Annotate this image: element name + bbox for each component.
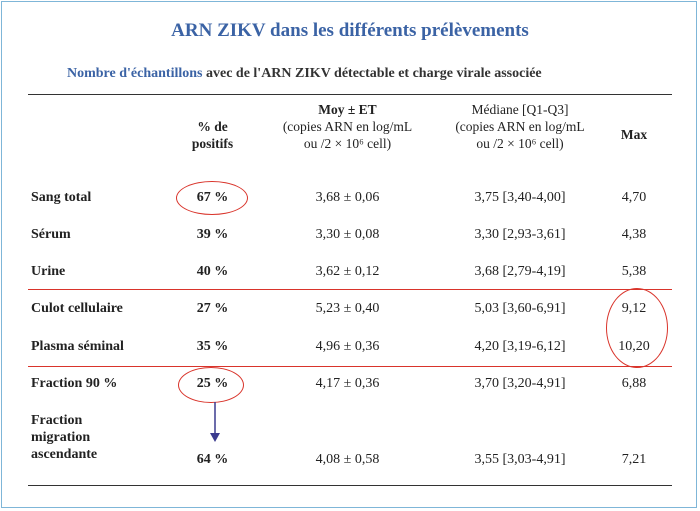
cell-positifs: 39 % <box>196 227 229 242</box>
highlight-ellipse-sang-total <box>176 181 248 215</box>
header-moy-title: Moy ± ET <box>318 102 377 117</box>
subtitle-rest: avec de l'ARN ZIKV détectable et charge … <box>202 66 542 81</box>
header-median-line2: (copies ARN en log/mL <box>455 119 585 134</box>
cell-positifs: 27 % <box>196 301 229 316</box>
cell-median: 5,03 [3,60-6,91] <box>474 301 566 316</box>
header-moy-line3: ou /2 × 10⁶ cell) <box>303 136 392 151</box>
cell-moy: 3,68 ± 0,06 <box>315 190 380 205</box>
header-positifs-line1: % de <box>197 119 228 134</box>
cell-max: 4,38 <box>621 227 647 242</box>
cell-moy: 4,08 ± 0,58 <box>315 452 380 467</box>
cell-positifs: 35 % <box>196 339 229 354</box>
cell-max: 4,70 <box>621 190 647 205</box>
row-label-culot-cellulaire: Culot cellulaire <box>31 301 123 316</box>
header-median-title: Médiane [Q1-Q3] <box>471 102 569 117</box>
highlight-ellipse-fraction-90 <box>178 367 244 403</box>
group-separator-1 <box>28 289 672 290</box>
header-positifs: % de positifs <box>170 118 255 152</box>
cell-positifs: 40 % <box>196 264 229 279</box>
header-max: Max <box>604 126 664 143</box>
row-label-line3: ascendante <box>31 447 98 462</box>
header-moy: Moy ± ET (copies ARN en log/mL ou /2 × 1… <box>260 101 435 152</box>
group-separator-2 <box>28 366 672 367</box>
cell-median: 3,75 [3,40-4,00] <box>474 190 566 205</box>
header-max-label: Max <box>620 127 648 142</box>
arrow-down-icon <box>210 402 220 442</box>
cell-median: 3,30 [2,93-3,61] <box>474 227 566 242</box>
cell-moy: 4,17 ± 0,36 <box>315 376 380 391</box>
table-subtitle: Nombre d'échantillons avec de l'ARN ZIKV… <box>67 66 542 82</box>
header-positifs-line2: positifs <box>191 136 234 151</box>
cell-max: 5,38 <box>621 264 647 279</box>
row-label-line1: Fraction <box>31 413 83 428</box>
row-label-plasma-seminal: Plasma séminal <box>31 339 124 354</box>
cell-moy: 3,30 ± 0,08 <box>315 227 380 242</box>
row-label-line2: migration <box>31 430 91 445</box>
subtitle-highlight: Nombre d'échantillons <box>67 66 203 81</box>
cell-moy: 4,96 ± 0,36 <box>315 339 380 354</box>
highlight-ellipse-max-values <box>606 288 668 368</box>
cell-moy: 5,23 ± 0,40 <box>315 301 380 316</box>
header-moy-line2: (copies ARN en log/mL <box>282 119 413 134</box>
row-label-urine: Urine <box>31 264 66 279</box>
cell-max: 6,88 <box>621 376 647 391</box>
cell-median: 3,70 [3,20-4,91] <box>474 376 566 391</box>
row-label-fraction-migration: Fraction migration ascendante <box>31 412 97 463</box>
row-label-fraction-90: Fraction 90 % <box>31 376 118 391</box>
cell-median: 3,55 [3,03-4,91] <box>474 452 566 467</box>
row-label-serum: Sérum <box>31 227 71 242</box>
cell-median: 4,20 [3,19-6,12] <box>474 339 566 354</box>
row-label-sang-total: Sang total <box>31 190 92 205</box>
cell-median: 3,68 [2,79-4,19] <box>474 264 566 279</box>
table-bottom-rule <box>28 485 672 486</box>
figure-title: ARN ZIKV dans les différents prélèvement… <box>171 20 529 41</box>
header-median-line3: ou /2 × 10⁶ cell) <box>476 136 564 151</box>
cell-max: 7,21 <box>621 452 647 467</box>
table-top-rule <box>28 94 672 95</box>
header-median: Médiane [Q1-Q3] (copies ARN en log/mL ou… <box>430 101 610 152</box>
cell-positifs: 64 % <box>196 452 229 467</box>
cell-moy: 3,62 ± 0,12 <box>315 264 380 279</box>
